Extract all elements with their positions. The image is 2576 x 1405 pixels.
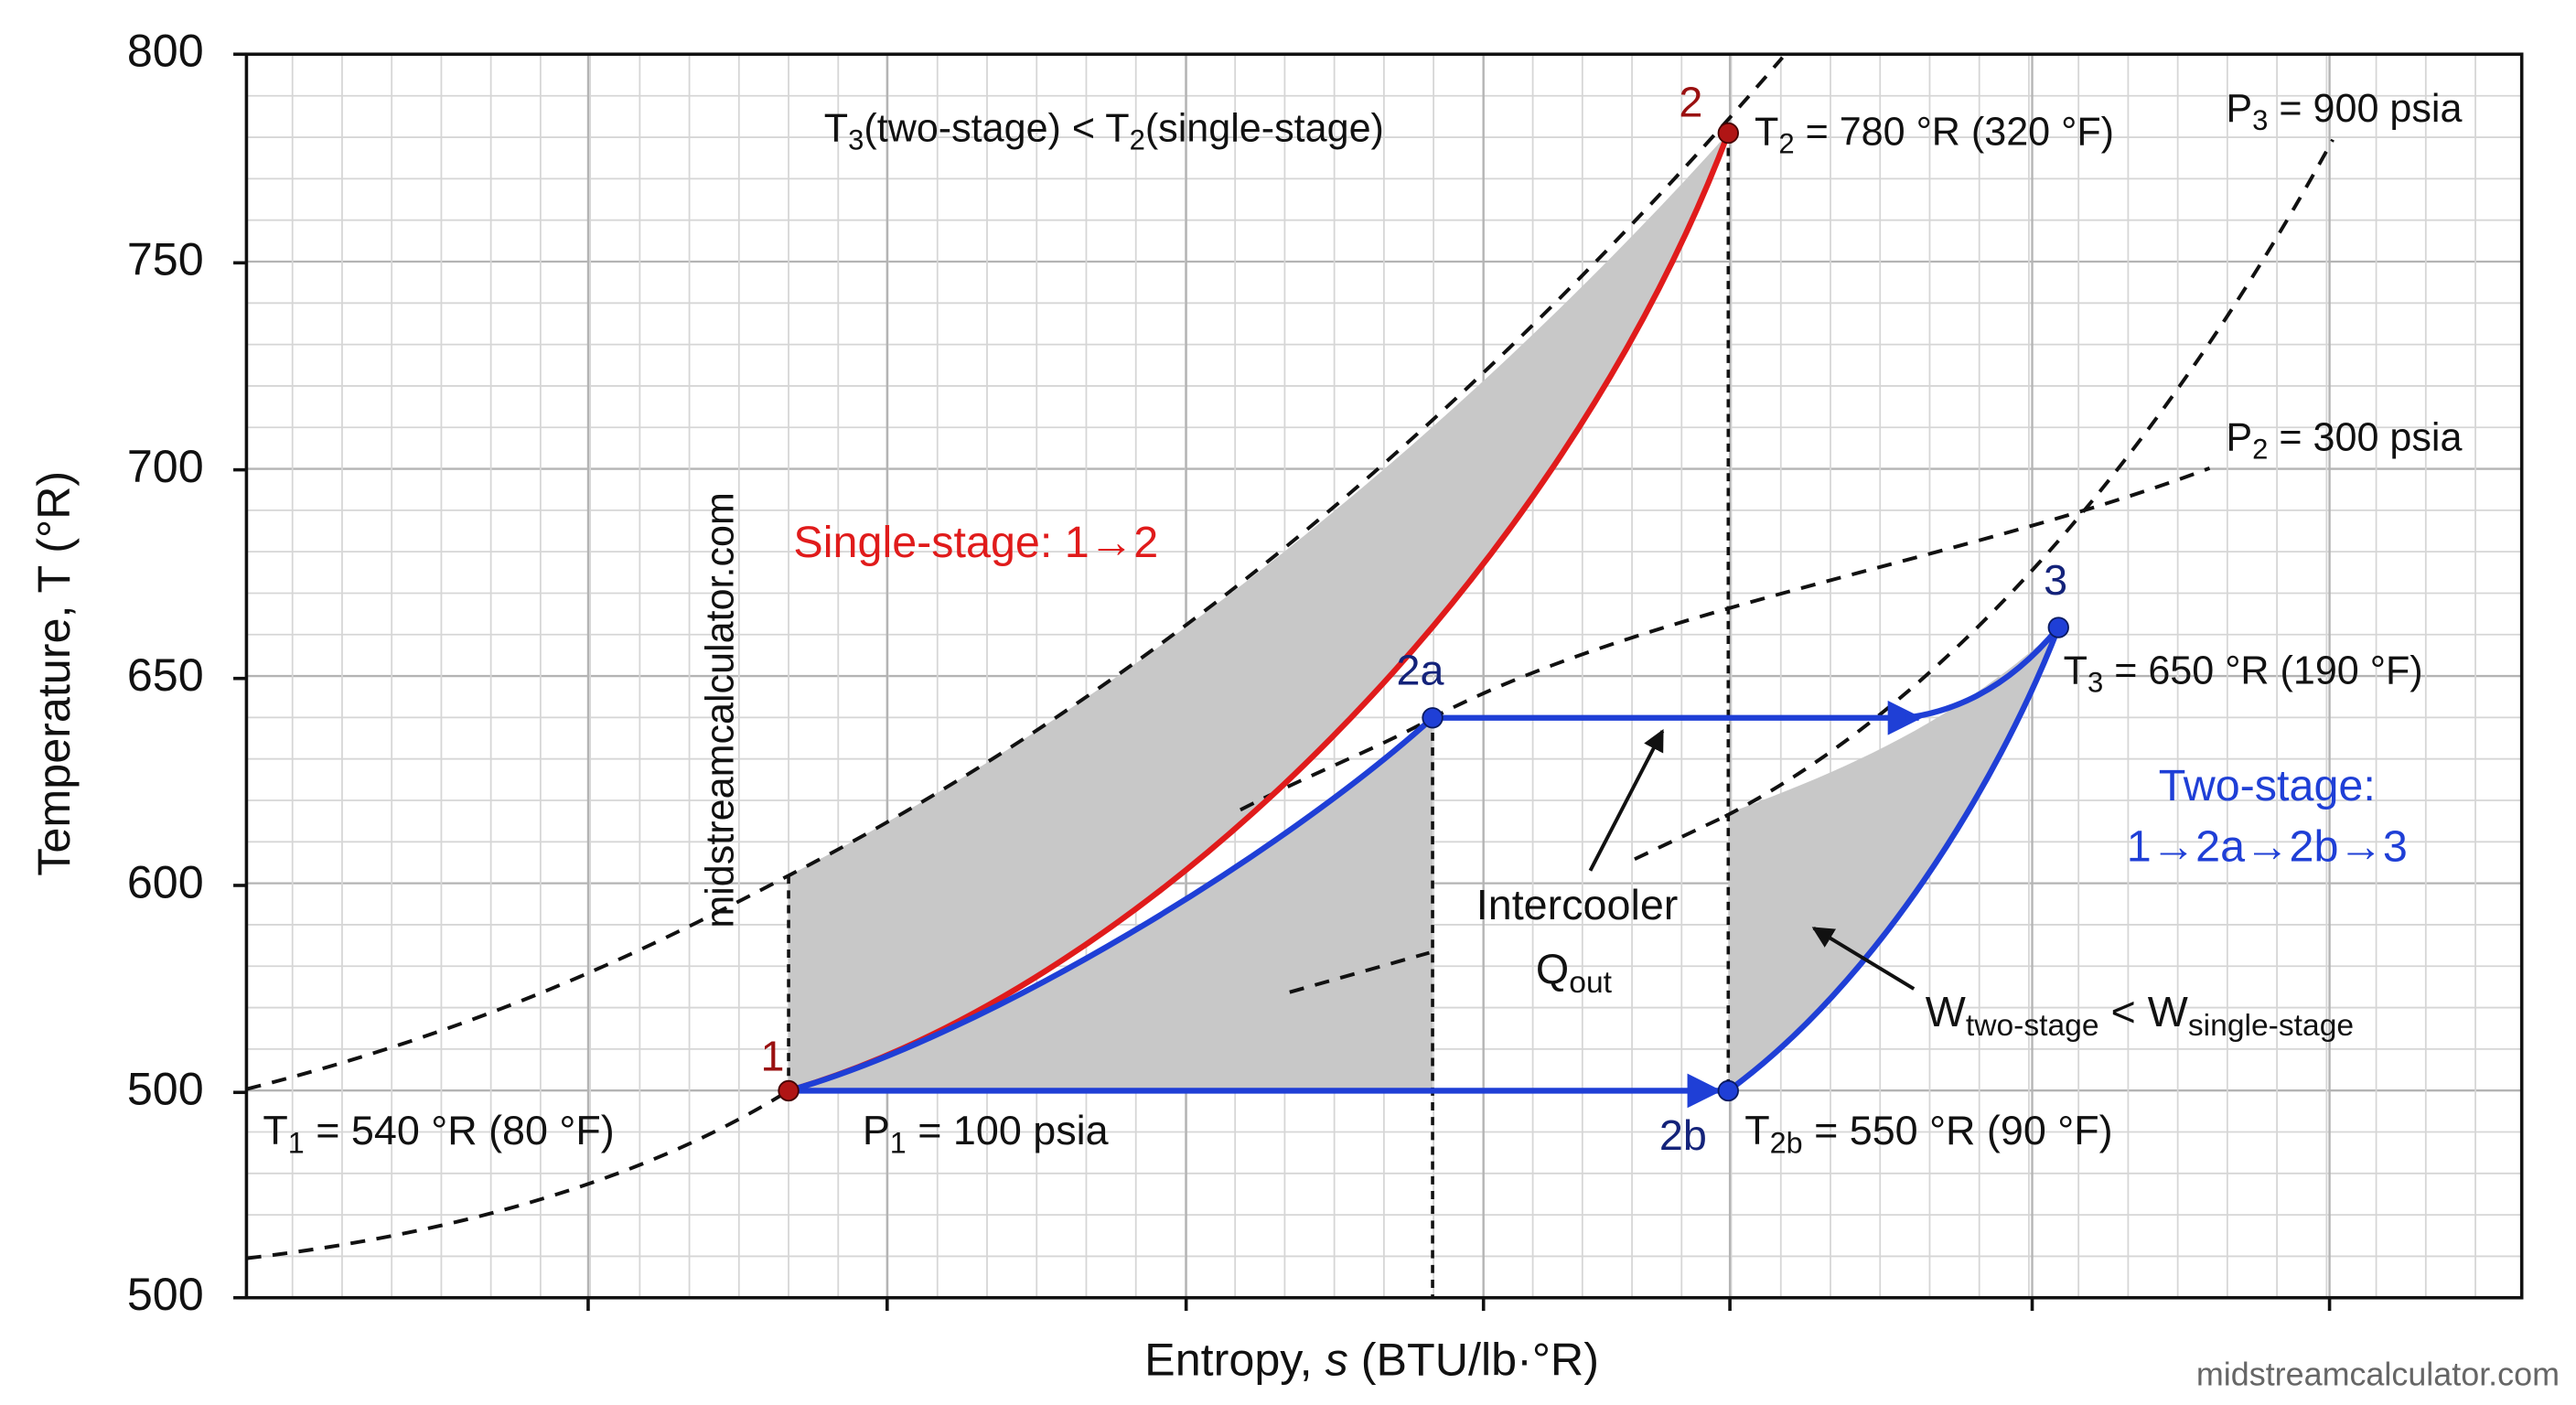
subscript: out [1569,966,1612,1000]
annotation: Intercooler [1476,881,1679,928]
shaded-work-areas [789,133,2059,1091]
point-label: 2b [1659,1111,1707,1159]
text-part: P [2226,88,2252,132]
annotation: P3 = 900 psia [2226,88,2462,137]
y-tick-label: 700 [127,440,204,492]
y-tick-label: 500 [127,1268,204,1320]
text-part: = 550 °R (90 °F) [1803,1107,2113,1153]
watermark: midstreamcalculator.com [2196,1355,2560,1392]
text-part: (single-stage) [1145,107,1384,151]
annotation: T3 = 650 °R (190 °F) [2064,649,2423,699]
isobar-p1 [246,1089,790,1260]
point-label: 1 [761,1033,785,1080]
text-part: T [1755,111,1778,155]
callout-arrow [1811,926,1916,991]
text-part: Q [1536,945,1569,992]
text-part: W [1926,988,1966,1035]
y-tick-label: 500 [127,1063,204,1115]
annotation: T2b = 550 °R (90 °F) [1744,1107,2112,1159]
text-part: 1→2a→2b→3 [2127,821,2408,871]
subscript: 2 [1778,128,1794,160]
subscript: 3 [2088,667,2103,699]
subscript: single-stage [2188,1009,2354,1043]
y-tick-label: 650 [127,649,204,701]
subscript: 2 [1130,124,1145,156]
text-part: Intercooler [1476,881,1679,928]
state-points [778,122,2069,1102]
subscript: 1 [890,1126,907,1159]
plot-frame [244,52,2524,1300]
annotation: Two-stage: [2159,761,2376,810]
text-part: = 650 °R (190 °F) [2103,649,2422,693]
stage-one-path [788,715,1435,1094]
text-part: T [263,1107,287,1153]
isobar-upper [245,56,1785,1091]
y-tick-label: 750 [127,233,204,285]
text-part: = 780 °R (320 °F) [1795,111,2114,155]
labels: Temperature, T (°R) midstreamcalculator.… [27,25,2560,1393]
text-part: = 900 psia [2268,88,2462,132]
watermark: midstreamcalculator.com [699,492,743,928]
text-part: s [1326,1334,1348,1386]
x-axis-label: Entropy, s (BTU/lb·°R) [1144,1334,1599,1386]
annotation: T3(two-stage) < T2(single-stage) [824,107,1384,156]
state-point [1717,122,1739,145]
stage-one-area [789,717,1433,1091]
stage-two-path [1726,626,2062,1093]
point-label: 3 [2044,556,2067,604]
process-paths [788,132,2062,1109]
point-label: 2 [1679,78,1702,125]
annotation: Wtwo-stage < Wsingle-stage [1926,988,2354,1043]
text-part: P [2226,416,2252,460]
annotation: P2 = 300 psia [2226,416,2462,466]
annotation: P1 = 100 psia [863,1107,1109,1159]
annotation: T1 = 540 °R (80 °F) [263,1107,614,1159]
single-stage-path [788,132,1732,1094]
text-part: (BTU/lb·°R) [1348,1334,1599,1386]
annotation: Single-stage: 1→2 [793,518,1158,567]
annotation: 1→2a→2b→3 [2127,821,2408,871]
text-part: Single-stage: 1→2 [793,518,1158,567]
y-tick-label: 800 [127,25,204,77]
state-point [2047,617,2069,638]
subscript: 3 [848,124,864,156]
isobar-p2 [1240,466,2211,812]
state-point [778,1079,800,1102]
subscript: 2b [1770,1126,1803,1159]
isobar-p1-segment [1634,814,1726,862]
isobars [245,56,2334,1260]
subscript: 1 [288,1126,305,1159]
text-part: T [824,107,848,151]
annotation: T2 = 780 °R (320 °F) [1755,111,2114,160]
text-part: = 540 °R (80 °F) [305,1107,615,1153]
text-part: = 300 psia [2268,416,2462,460]
stage-two-top [1905,626,2061,721]
y-axis-label: Temperature, T (°R) [27,471,80,876]
text-part: T [2064,649,2088,693]
text-part: = 100 psia [907,1107,1109,1153]
annotation: Qout [1536,945,1613,1000]
state-point [1717,1079,1739,1102]
point-label: 2a [1397,647,1444,694]
y-tick-label: 600 [127,855,204,907]
guide-lines [787,133,1731,1298]
text-part: < W [2099,988,2188,1035]
text-part: Entropy, [1144,1334,1325,1386]
single-stage-area [789,133,1729,1091]
subscript: two-stage [1966,1009,2099,1043]
state-point [1422,707,1444,729]
text-part: (two-stage) < T [864,107,1129,151]
subscript: 2 [2252,434,2268,466]
callout-arrow [1588,729,1665,872]
text-part: T [1744,1107,1769,1153]
stage-two-area [1728,627,2059,1091]
subscript: 3 [2252,104,2268,136]
text-part: Two-stage: [2159,761,2376,810]
text-part: P [863,1107,890,1153]
